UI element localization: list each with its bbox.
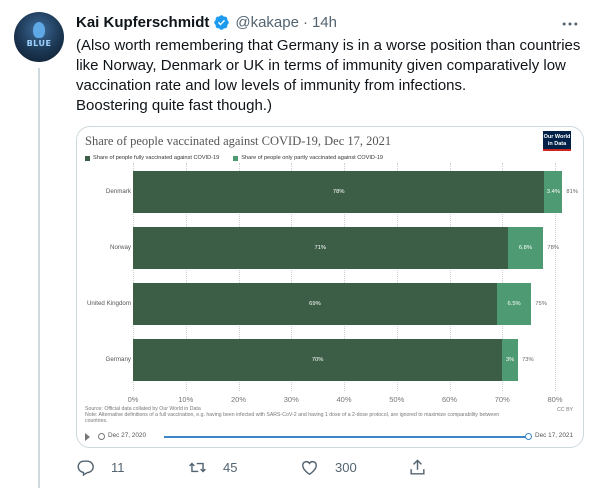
note-line: Note: Alternative definitions of a full … — [85, 411, 500, 418]
data-label: 3.4% — [546, 189, 560, 195]
legend-item-fully: Share of people fully vaccinated against… — [85, 155, 219, 161]
category-label: Germany — [105, 356, 131, 363]
tweet-header: Kai Kupferschmidt @kakape · 14h — [76, 12, 337, 32]
chart-legend: Share of people fully vaccinated against… — [85, 155, 383, 161]
owid-logo: Our World in Data — [543, 131, 571, 151]
x-tick-label: 10% — [178, 395, 194, 404]
gridline — [396, 163, 398, 391]
tweet-text-line: Boostering quite fast though.) — [76, 97, 272, 114]
data-label: 71% — [314, 245, 327, 251]
tweet-time[interactable]: 14h — [311, 13, 337, 31]
x-tick-label: 20% — [230, 395, 247, 404]
gridline — [555, 163, 556, 391]
tweet-actions: 11 45 300 — [76, 458, 506, 482]
tweet-text-line: (Also worth remembering that Germany is … — [76, 37, 581, 54]
gridline — [449, 163, 451, 391]
total-label: 81% — [566, 189, 578, 195]
data-label: 78% — [332, 189, 345, 195]
gridline — [133, 163, 134, 391]
total-label: 78% — [547, 245, 559, 251]
chart-timeline[interactable]: Dec 27, 2020 Dec 17, 2021 — [85, 431, 577, 443]
verified-icon — [214, 14, 230, 30]
note-line: countries. — [85, 417, 108, 424]
chart-plot-area: Denmark 78% 3.4% 81% Norway 71% 6.8% 78% United … — [77, 163, 583, 399]
x-tick-label: 70% — [494, 395, 510, 404]
share-button[interactable] — [408, 458, 427, 477]
reply-button[interactable]: 11 — [76, 458, 125, 477]
timeline-track[interactable] — [164, 436, 528, 438]
bar-row: Germany 70% 3% 73% — [77, 339, 583, 381]
bar-partly-vaccinated[interactable] — [507, 227, 544, 269]
timeline-end-date: Dec 17, 2021 — [535, 432, 574, 439]
chart-license: CC BY — [557, 407, 573, 413]
total-label: 75% — [535, 301, 547, 307]
author-handle[interactable]: @kakape — [235, 13, 299, 31]
like-button[interactable]: 300 — [300, 458, 357, 477]
author-name[interactable]: Kai Kupferschmidt — [76, 13, 210, 31]
timeline-end-handle[interactable] — [525, 433, 532, 440]
bar-fully-vaccinated[interactable] — [133, 171, 545, 213]
x-tick-label: 60% — [441, 395, 458, 404]
bar-partly-vaccinated[interactable] — [502, 339, 519, 381]
bar-fully-vaccinated[interactable] — [133, 283, 497, 325]
category-label: United Kingdom — [86, 300, 131, 307]
bar-row: Denmark 78% 3.4% 81% — [77, 171, 583, 213]
retweet-count: 45 — [223, 460, 238, 475]
data-label: 6.5% — [507, 301, 521, 307]
chart-image[interactable]: Share of people vaccinated against COVID… — [76, 126, 584, 448]
avatar-bird-icon — [33, 22, 45, 38]
retweet-icon — [189, 462, 206, 473]
reply-count: 11 — [111, 460, 125, 475]
source-line: Source: Official data collated by Our Wo… — [85, 406, 201, 412]
bar-row: United Kingdom 69% 6.5% 75% — [77, 283, 583, 325]
gridline — [238, 163, 240, 391]
x-tick-label: 40% — [336, 395, 352, 404]
bar-fully-vaccinated[interactable] — [133, 339, 503, 381]
chart-source: Source: Official data collated by Our Wo… — [85, 406, 555, 424]
gridline — [502, 163, 504, 391]
legend-label-partly: Share of people only partly vaccinated a… — [241, 155, 384, 161]
timeline-start-date: Dec 27, 2020 — [108, 432, 147, 439]
total-label: 73% — [522, 357, 534, 363]
bar-partly-vaccinated[interactable] — [496, 283, 532, 325]
data-label: 3% — [505, 357, 515, 363]
x-tick-label: 0% — [127, 395, 139, 404]
x-tick-label: 30% — [283, 395, 299, 404]
play-icon[interactable] — [85, 433, 90, 441]
gridline — [344, 163, 345, 391]
thread-line — [38, 68, 40, 488]
category-label: Norway — [110, 244, 131, 251]
separator-dot: · — [302, 13, 308, 31]
tweet-text-line: vaccination rate and low levels of immun… — [76, 77, 467, 94]
x-tick-label: 80% — [547, 395, 563, 404]
reply-icon — [77, 460, 94, 477]
data-label: 6.8% — [518, 245, 533, 251]
gridline — [291, 163, 293, 391]
legend-swatch-fully — [85, 155, 90, 161]
gridline — [185, 163, 187, 391]
x-tick-label: 50% — [389, 395, 405, 404]
tweet-text-line: like Norway, Denmark or UK in terms of i… — [76, 57, 566, 74]
bar-row: Norway 71% 6.8% 78% — [77, 227, 583, 269]
avatar-text: BLUE — [26, 39, 52, 48]
chart-title: Share of people vaccinated against COVID… — [85, 134, 392, 148]
tweet-text: (Also worth remembering that Germany is … — [76, 36, 586, 116]
data-label: 70% — [311, 357, 324, 363]
legend-item-partly: Share of people only partly vaccinated a… — [233, 155, 383, 161]
bar-fully-vaccinated[interactable] — [133, 227, 508, 269]
legend-swatch-partly — [233, 155, 239, 161]
category-label: Denmark — [105, 188, 131, 195]
data-label: 69% — [309, 301, 321, 307]
legend-label-fully: Share of people fully vaccinated against… — [93, 155, 220, 161]
retweet-button[interactable]: 45 — [188, 458, 237, 477]
like-icon — [302, 460, 317, 476]
more-icon[interactable] — [560, 14, 580, 34]
share-icon — [410, 459, 425, 475]
avatar[interactable]: BLUE — [14, 12, 64, 62]
timeline-start-handle[interactable] — [98, 433, 105, 440]
bar-partly-vaccinated[interactable] — [544, 171, 563, 213]
like-count: 300 — [335, 460, 357, 475]
